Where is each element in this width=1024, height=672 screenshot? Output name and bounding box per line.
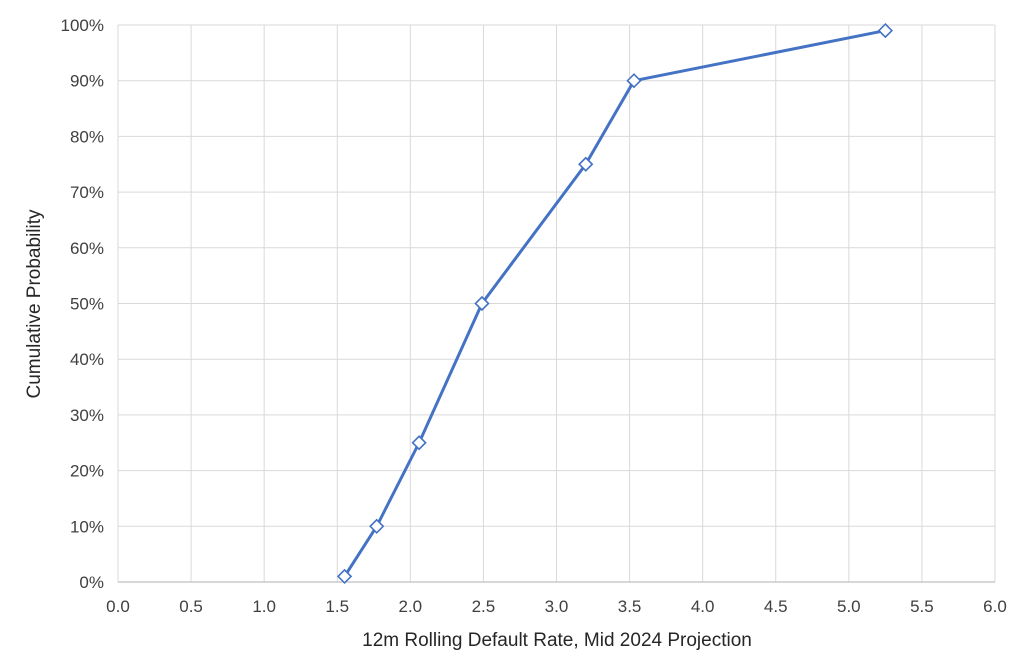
gridlines xyxy=(118,24,996,582)
data-point-marker xyxy=(336,568,353,585)
x-tick-label: 4.5 xyxy=(764,597,788,616)
y-tick-label: 70% xyxy=(70,183,104,202)
x-tick-label: 2.0 xyxy=(399,597,423,616)
y-tick-label: 0% xyxy=(79,573,104,592)
data-point-marker xyxy=(369,518,385,534)
x-tick-label: 6.0 xyxy=(983,597,1007,616)
data-point-marker xyxy=(877,22,894,39)
x-tick-label: 4.0 xyxy=(691,597,715,616)
y-tick-label: 10% xyxy=(70,517,104,536)
axes xyxy=(117,25,995,583)
x-tick-label: 5.5 xyxy=(910,597,934,616)
x-tick-label: 5.0 xyxy=(837,597,861,616)
y-tick-labels: 0% 10% 20% 30% 40% 50% 60% 70% 80% 90% 100% xyxy=(61,16,104,592)
x-tick-label: 1.5 xyxy=(325,597,349,616)
x-tick-label: 3.0 xyxy=(545,597,569,616)
y-tick-label: 20% xyxy=(70,462,104,481)
x-tick-labels: 0.0 0.5 1.0 1.5 2.0 2.5 3.0 3.5 4.0 4.5 5.0 5.5 6.0 xyxy=(106,597,1007,616)
x-tick-label: 3.5 xyxy=(618,597,642,616)
x-tick-label: 0.5 xyxy=(179,597,203,616)
y-tick-label: 90% xyxy=(70,72,104,91)
data-point-marker xyxy=(474,295,490,312)
series xyxy=(336,22,894,585)
y-tick-label: 30% xyxy=(70,406,104,425)
y-tick-label: 80% xyxy=(70,127,104,146)
y-axis-title: Cumulative Probability xyxy=(24,209,45,399)
x-tick-label: 1.0 xyxy=(252,597,276,616)
y-tick-label: 60% xyxy=(70,239,104,258)
x-tick-label: 2.5 xyxy=(472,597,496,616)
x-tick-label: 0.0 xyxy=(106,597,130,616)
y-tick-label: 100% xyxy=(61,16,104,35)
data-point-marker xyxy=(578,156,594,172)
data-point-marker xyxy=(411,435,427,451)
x-axis-title: 12m Rolling Default Rate, Mid 2024 Proje… xyxy=(362,630,752,651)
data-point-marker xyxy=(626,73,642,89)
y-tick-label: 40% xyxy=(70,350,104,369)
y-tick-label: 50% xyxy=(70,295,104,314)
